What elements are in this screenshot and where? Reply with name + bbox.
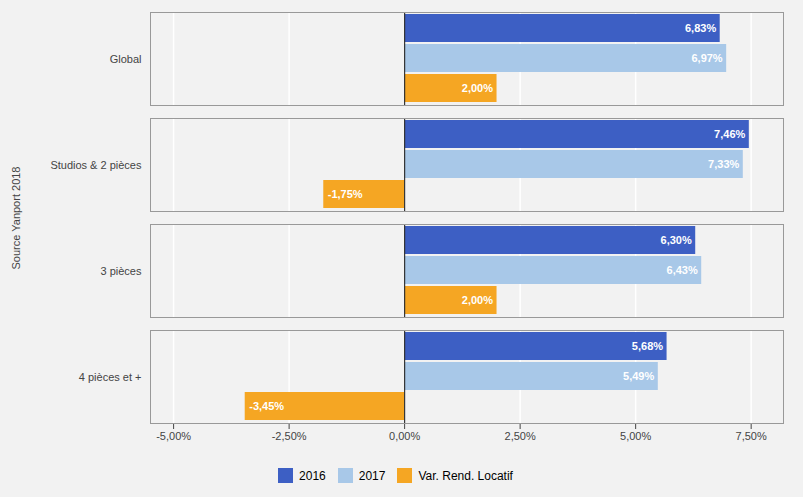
svg-text:6,30%: 6,30% (661, 234, 692, 246)
svg-text:4 pièces et +: 4 pièces et + (79, 371, 142, 383)
html-text:2016: 2016 (299, 468, 326, 483)
svg-text:6,43%: 6,43% (667, 264, 698, 276)
svg-text:7,33%: 7,33% (708, 158, 739, 170)
svg-text:6,83%: 6,83% (685, 22, 716, 34)
svg-text:-1,75%: -1,75% (328, 188, 363, 200)
svg-text:0,00%: 0,00% (389, 430, 420, 442)
svg-text:2,00%: 2,00% (462, 82, 493, 94)
svg-text:7,46%: 7,46% (714, 128, 745, 140)
svg-text:-2,50%: -2,50% (272, 430, 307, 442)
svg-text:Source Yanport 2018: Source Yanport 2018 (10, 167, 22, 270)
svg-text:5,68%: 5,68% (632, 340, 663, 352)
svg-text:5,00%: 5,00% (620, 430, 651, 442)
svg-text:6,97%: 6,97% (691, 52, 722, 64)
html-text:2017: 2017 (358, 468, 386, 483)
svg-text:Studios & 2 pièces: Studios & 2 pièces (50, 159, 142, 171)
svg-text:7,50%: 7,50% (736, 430, 767, 442)
svg-text:3 pièces: 3 pièces (101, 265, 142, 277)
svg-text:2,50%: 2,50% (505, 430, 536, 442)
svg-text:2,00%: 2,00% (462, 294, 493, 306)
svg-text:-3,45%: -3,45% (249, 400, 284, 412)
svg-text:-5,00%: -5,00% (156, 430, 191, 442)
html-text:Var. Rend. Locatif: Var. Rend. Locatif (418, 468, 513, 483)
svg-text:Global: Global (110, 53, 142, 65)
svg-text:5,49%: 5,49% (623, 370, 654, 382)
